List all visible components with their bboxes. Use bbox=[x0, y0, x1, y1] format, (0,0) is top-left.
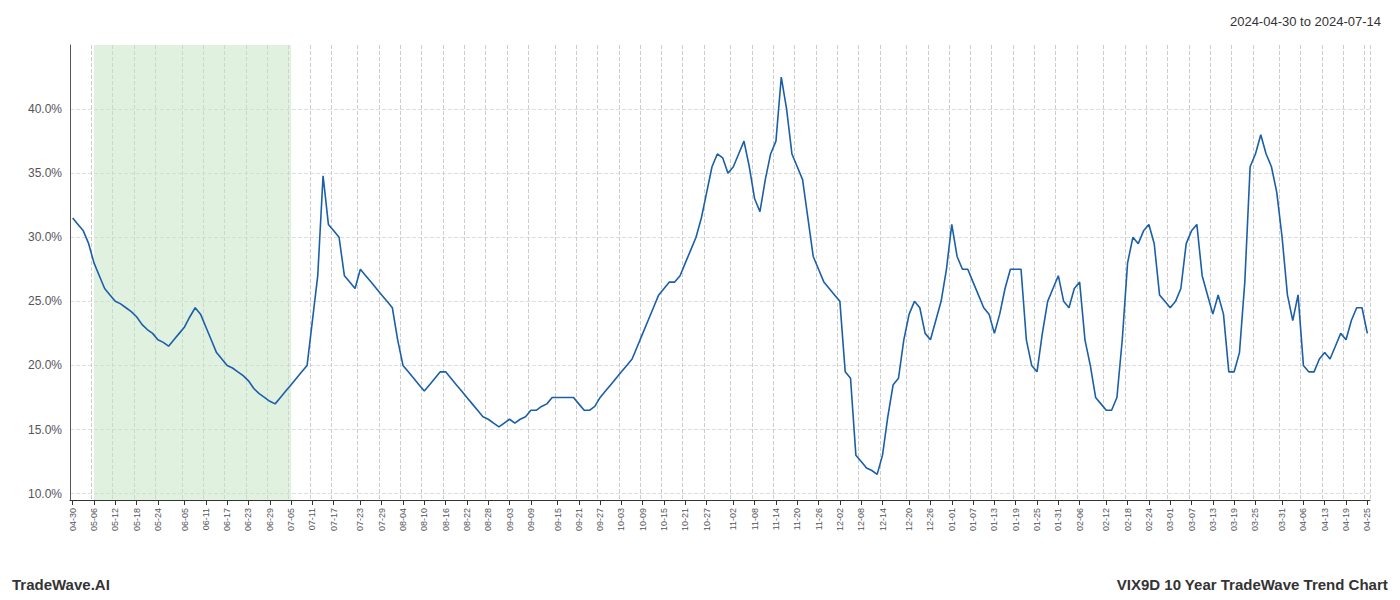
svg-text:10-09: 10-09 bbox=[638, 508, 648, 531]
svg-text:06-11: 06-11 bbox=[201, 508, 211, 530]
svg-text:09-15: 09-15 bbox=[553, 508, 563, 531]
svg-text:01-19: 01-19 bbox=[1011, 508, 1021, 531]
svg-text:06-29: 06-29 bbox=[265, 508, 275, 531]
svg-text:06-05: 06-05 bbox=[180, 508, 190, 531]
svg-text:08-28: 08-28 bbox=[483, 508, 493, 531]
svg-text:05-06: 05-06 bbox=[89, 508, 99, 531]
svg-text:15.0%: 15.0% bbox=[28, 423, 62, 437]
svg-text:09-21: 09-21 bbox=[574, 508, 584, 531]
svg-text:03-31: 03-31 bbox=[1277, 508, 1287, 531]
svg-text:08-16: 08-16 bbox=[441, 508, 451, 531]
svg-text:09-27: 09-27 bbox=[595, 508, 605, 531]
svg-text:09-03: 09-03 bbox=[505, 508, 515, 531]
svg-text:11-02: 11-02 bbox=[728, 508, 738, 530]
svg-text:04-25: 04-25 bbox=[1362, 508, 1372, 531]
svg-text:05-12: 05-12 bbox=[110, 508, 120, 531]
svg-text:02-12: 02-12 bbox=[1101, 508, 1111, 531]
svg-text:07-17: 07-17 bbox=[329, 508, 339, 531]
svg-text:08-10: 08-10 bbox=[419, 508, 429, 531]
svg-text:01-13: 01-13 bbox=[989, 508, 999, 531]
svg-text:12-20: 12-20 bbox=[904, 508, 914, 531]
svg-text:03-19: 03-19 bbox=[1229, 508, 1239, 531]
svg-text:11-26: 11-26 bbox=[814, 508, 824, 530]
svg-text:05-24: 05-24 bbox=[153, 508, 163, 531]
svg-text:03-13: 03-13 bbox=[1208, 508, 1218, 531]
svg-text:40.0%: 40.0% bbox=[28, 102, 62, 116]
svg-text:03-07: 03-07 bbox=[1187, 508, 1197, 531]
svg-text:VIX9D 10 Year TradeWave Trend: VIX9D 10 Year TradeWave Trend Chart bbox=[1117, 576, 1388, 593]
svg-text:11-08: 11-08 bbox=[750, 508, 760, 530]
svg-text:05-18: 05-18 bbox=[132, 508, 142, 531]
svg-text:25.0%: 25.0% bbox=[28, 294, 62, 308]
svg-text:04-30: 04-30 bbox=[68, 508, 78, 531]
svg-text:30.0%: 30.0% bbox=[28, 230, 62, 244]
svg-text:01-25: 01-25 bbox=[1032, 508, 1042, 531]
svg-text:06-17: 06-17 bbox=[222, 508, 232, 531]
svg-text:10-03: 10-03 bbox=[616, 508, 626, 531]
svg-text:10-21: 10-21 bbox=[680, 508, 690, 531]
svg-text:08-22: 08-22 bbox=[462, 508, 472, 531]
svg-text:11-20: 11-20 bbox=[792, 508, 802, 530]
svg-text:12-26: 12-26 bbox=[925, 508, 935, 531]
svg-text:01-01: 01-01 bbox=[947, 508, 957, 531]
svg-text:07-29: 07-29 bbox=[377, 508, 387, 531]
svg-text:TradeWave.AI: TradeWave.AI bbox=[12, 576, 110, 593]
svg-text:10-15: 10-15 bbox=[659, 508, 669, 531]
svg-text:10-27: 10-27 bbox=[702, 508, 712, 531]
svg-text:12-08: 12-08 bbox=[856, 508, 866, 531]
svg-text:06-23: 06-23 bbox=[243, 508, 253, 531]
svg-text:07-05: 07-05 bbox=[286, 508, 296, 531]
svg-text:02-18: 02-18 bbox=[1123, 508, 1133, 531]
svg-text:35.0%: 35.0% bbox=[28, 166, 62, 180]
svg-text:10.0%: 10.0% bbox=[28, 487, 62, 501]
svg-text:01-31: 01-31 bbox=[1053, 508, 1063, 531]
svg-text:11-14: 11-14 bbox=[771, 508, 781, 530]
svg-text:07-23: 07-23 bbox=[355, 508, 365, 531]
svg-text:02-06: 02-06 bbox=[1075, 508, 1085, 531]
svg-text:04-06: 04-06 bbox=[1298, 508, 1308, 531]
svg-text:20.0%: 20.0% bbox=[28, 358, 62, 372]
svg-text:12-02: 12-02 bbox=[835, 508, 845, 531]
svg-text:08-04: 08-04 bbox=[398, 508, 408, 531]
svg-text:12-14: 12-14 bbox=[878, 508, 888, 531]
svg-text:03-25: 03-25 bbox=[1250, 508, 1260, 531]
svg-text:04-19: 04-19 bbox=[1341, 508, 1351, 531]
svg-text:03-01: 03-01 bbox=[1165, 508, 1175, 531]
svg-text:2024-04-30 to 2024-07-14: 2024-04-30 to 2024-07-14 bbox=[1230, 14, 1381, 29]
svg-text:01-07: 01-07 bbox=[968, 508, 978, 531]
svg-text:07-11: 07-11 bbox=[307, 508, 317, 530]
svg-text:04-13: 04-13 bbox=[1320, 508, 1330, 531]
svg-text:02-24: 02-24 bbox=[1144, 508, 1154, 531]
svg-text:09-09: 09-09 bbox=[526, 508, 536, 531]
